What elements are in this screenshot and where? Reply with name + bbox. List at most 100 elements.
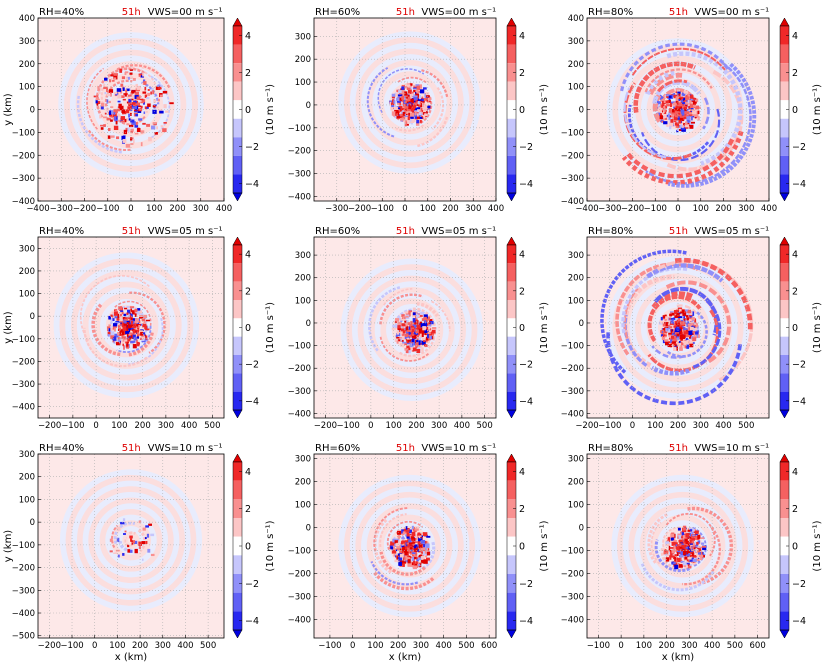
colorbar-segment [507,137,516,156]
panel-frame [313,453,497,639]
positive-cell [410,104,415,108]
negative-cell [422,543,426,548]
negative-cell [414,95,418,98]
positive-cell [143,314,148,319]
positive-cell [113,74,118,80]
background-ring [616,480,749,612]
colorbar-tick-label: −2 [245,360,259,371]
colorbar-segment [233,300,242,319]
x-tick-label: −200 [621,204,644,214]
colorbar-segment [507,592,516,612]
positive-cell [130,130,133,134]
y-tick-label: −200 [561,364,584,374]
colorbar-segment [233,391,242,410]
positive-cell [673,323,676,326]
colorbar-segment [233,281,242,300]
positive-cell [676,312,680,318]
positive-cell [394,559,399,563]
negative-cell [116,537,120,543]
positive-cell [119,330,121,335]
positive-band [657,79,688,93]
positive-cell [410,107,415,112]
negative-cell [412,342,414,347]
positive-cell [678,318,681,322]
colorbar-segment [507,373,516,392]
negative-cell [682,97,687,102]
colorbar-segment [507,574,516,593]
negative-cell [413,546,417,551]
x-tick-label: 500 [458,641,474,651]
positive-cell [140,142,143,147]
positive-cell [142,91,147,94]
positive-cell [683,105,688,107]
y-tick-label: 0 [30,518,35,528]
positive-cell [409,93,412,98]
positive-cell [683,564,686,567]
positive-cell [677,553,681,556]
positive-cell [409,112,415,117]
positive-cell [109,538,113,542]
y-tick-label: 100 [295,78,311,88]
negative-cell [95,99,98,104]
negative-cell [416,340,419,344]
x-tick-label: 0 [368,421,373,431]
y-tick-label: 300 [19,244,35,254]
negative-cell [147,548,151,553]
colorbar-label: (10 m s⁻¹) [265,84,276,135]
y-tick-label: −300 [12,380,35,390]
colorbar-extend-top [232,453,243,463]
negative-cell [391,93,396,97]
negative-cell [674,564,679,570]
positive-cell [413,540,418,543]
positive-cell [408,105,411,110]
colorbar-segment [233,462,242,481]
negative-cell [122,87,125,91]
positive-cell [678,92,681,96]
positive-cell [132,77,136,81]
positive-cell [116,526,121,531]
positive-cell [406,329,411,333]
positive-cell [673,116,678,121]
positive-cell [132,344,137,349]
negative-cell [687,99,690,104]
background-ring [82,491,180,589]
negative-cell [140,323,143,326]
background-ring [361,497,459,595]
x-axis-label: x (km) [115,652,148,663]
positive-cell [427,322,431,325]
negative-cell [418,337,422,340]
y-tick-label: 200 [295,274,311,284]
positive-cell [410,98,414,104]
positive-cell [682,525,687,529]
colorbar-extend-top [779,236,790,246]
positive-cell [165,110,169,113]
negative-cell [126,76,130,80]
negative-band [666,311,708,358]
colorbar-segment [233,480,242,500]
negative-cell [412,87,418,90]
positive-band [395,124,425,132]
negative-cell [414,324,419,328]
x-tick-label: 600 [750,641,766,651]
positive-cell [682,125,684,129]
positive-cell [414,102,417,106]
positive-cell [411,330,413,333]
negative-cell [679,554,684,558]
colorbar-segment [507,355,516,374]
x-tick-label: 0 [92,641,97,651]
positive-cell [113,73,118,76]
positive-cell [421,114,424,117]
positive-cell [670,119,674,123]
negative-cell [668,114,672,117]
positive-cell [104,112,107,115]
positive-cell [163,122,167,124]
negative-cell [683,102,686,106]
colorbar-segment [233,318,242,337]
panel-title-left: RH=80% [588,226,633,237]
x-tick-label: 100 [647,421,663,431]
negative-cell [697,552,702,555]
colorbar-segment [780,118,789,138]
negative-cell [666,328,669,331]
x-tick-label: 400 [177,641,193,651]
positive-cell [144,106,148,110]
